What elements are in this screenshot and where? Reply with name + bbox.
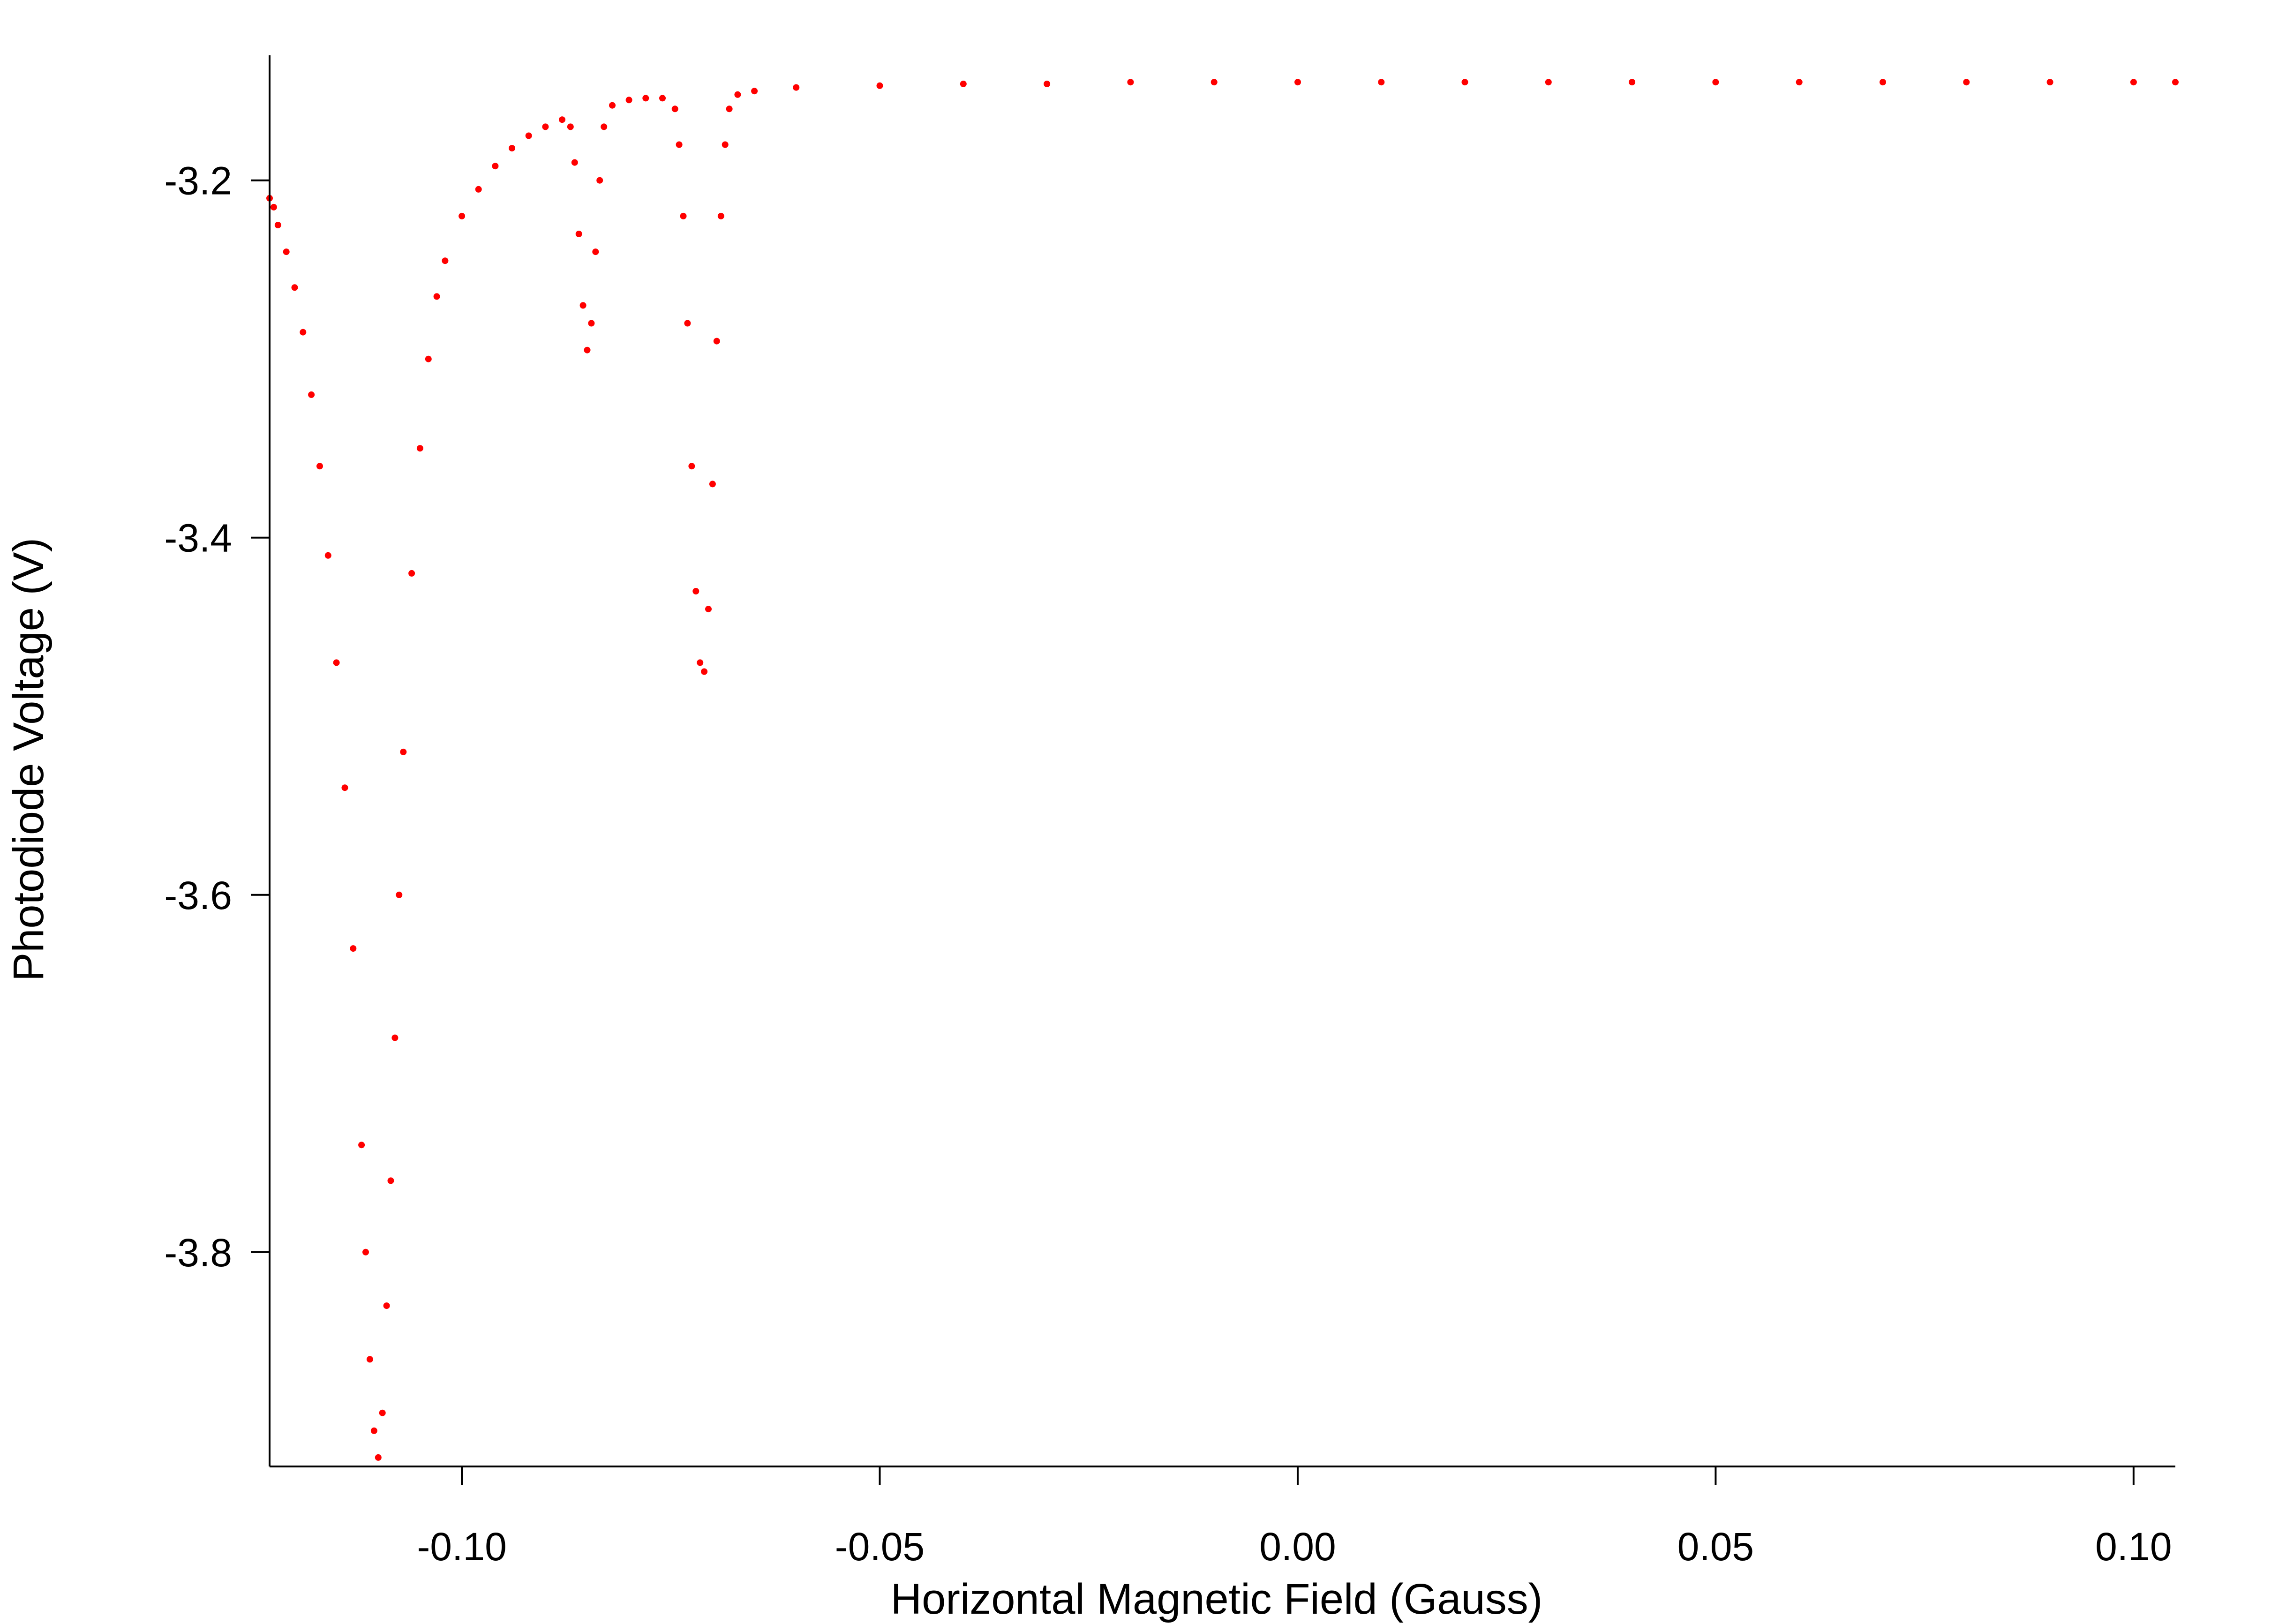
data-point — [717, 212, 724, 219]
data-point — [692, 588, 699, 594]
data-point — [876, 82, 883, 89]
data-point — [1880, 79, 1886, 86]
x-tick-label: -0.10 — [417, 1525, 506, 1569]
data-point — [671, 105, 678, 113]
y-tick-label: -3.8 — [164, 1231, 232, 1275]
data-point — [1294, 79, 1301, 86]
data-point — [697, 659, 704, 666]
data-point — [362, 1248, 369, 1256]
data-point — [333, 659, 340, 666]
data-point — [722, 141, 729, 148]
y-axis-ticks: -3.2 -3.4 -3.6 -3.8 — [164, 159, 270, 1275]
data-point — [2130, 79, 2137, 86]
y-tick-label: -3.4 — [164, 516, 232, 560]
data-point — [509, 145, 515, 152]
data-point — [1796, 79, 1803, 86]
data-point — [2172, 79, 2179, 86]
data-point — [341, 784, 348, 791]
data-point — [274, 222, 281, 228]
data-point — [270, 203, 277, 211]
data-point — [459, 212, 466, 219]
x-axis-title: Horizontal Magnetic Field (Gauss) — [891, 1575, 1543, 1623]
data-point — [559, 116, 565, 123]
data-point — [960, 81, 967, 87]
data-point — [1044, 81, 1051, 87]
data-point — [1461, 79, 1468, 86]
data-point — [680, 212, 687, 219]
data-point — [442, 257, 449, 264]
data-point — [308, 391, 315, 398]
data-point — [709, 481, 716, 488]
data-point — [350, 945, 357, 952]
data-point — [592, 248, 599, 256]
data-point — [542, 123, 549, 130]
data-point — [726, 105, 733, 113]
data-point — [358, 1142, 365, 1149]
data-point — [416, 445, 423, 452]
data-point — [1211, 79, 1218, 86]
data-point — [625, 97, 632, 104]
data-point — [751, 88, 758, 95]
data-point — [571, 159, 578, 166]
data-point — [300, 329, 307, 336]
data-point — [316, 463, 323, 470]
data-point — [2046, 79, 2053, 86]
data-point — [433, 293, 440, 300]
data-point — [596, 177, 603, 184]
data-point — [387, 1177, 394, 1184]
data-point — [291, 284, 298, 291]
data-point — [525, 132, 532, 139]
data-point — [492, 163, 499, 170]
data-point — [375, 1454, 382, 1461]
data-point — [283, 248, 290, 256]
data-point — [1127, 79, 1134, 86]
data-point — [366, 1356, 373, 1363]
data-point — [1712, 79, 1719, 86]
data-point — [642, 95, 649, 102]
data-point — [396, 891, 403, 898]
data-point — [425, 355, 432, 362]
data-point — [584, 346, 591, 353]
data-point — [567, 123, 574, 130]
data-point — [400, 748, 407, 755]
data-point — [688, 463, 695, 470]
data-point — [1545, 79, 1552, 86]
data-point — [734, 91, 741, 98]
data-point — [408, 570, 415, 577]
data-point — [684, 320, 691, 327]
data-point — [379, 1409, 386, 1416]
data-point — [383, 1302, 390, 1309]
data-point — [713, 338, 720, 345]
data-point — [588, 320, 595, 327]
data-point — [705, 606, 712, 613]
x-axis-ticks: -0.10 -0.05 0.00 0.05 0.10 — [417, 1466, 2172, 1569]
x-tick-label: -0.05 — [835, 1525, 925, 1569]
y-tick-label: -3.2 — [164, 159, 232, 203]
data-point — [1963, 79, 1970, 86]
data-point — [601, 123, 608, 130]
data-point — [391, 1034, 399, 1041]
data-point — [575, 231, 582, 237]
data-point — [676, 141, 683, 148]
data-point — [1378, 79, 1385, 86]
data-point — [579, 302, 587, 309]
data-point — [370, 1427, 377, 1434]
x-tick-label: 0.10 — [2095, 1525, 2172, 1569]
data-points-layer — [266, 79, 2179, 1461]
data-point — [793, 84, 800, 91]
data-point — [1629, 79, 1636, 86]
data-point — [659, 95, 666, 102]
x-tick-label: 0.00 — [1259, 1525, 1336, 1569]
x-tick-label: 0.05 — [1677, 1525, 1754, 1569]
data-point — [609, 102, 616, 109]
data-point — [475, 186, 482, 193]
y-tick-label: -3.6 — [164, 873, 232, 917]
data-point — [701, 668, 708, 675]
y-axis-title: Photodiode Voltage (V) — [5, 538, 53, 981]
data-point — [324, 552, 331, 559]
